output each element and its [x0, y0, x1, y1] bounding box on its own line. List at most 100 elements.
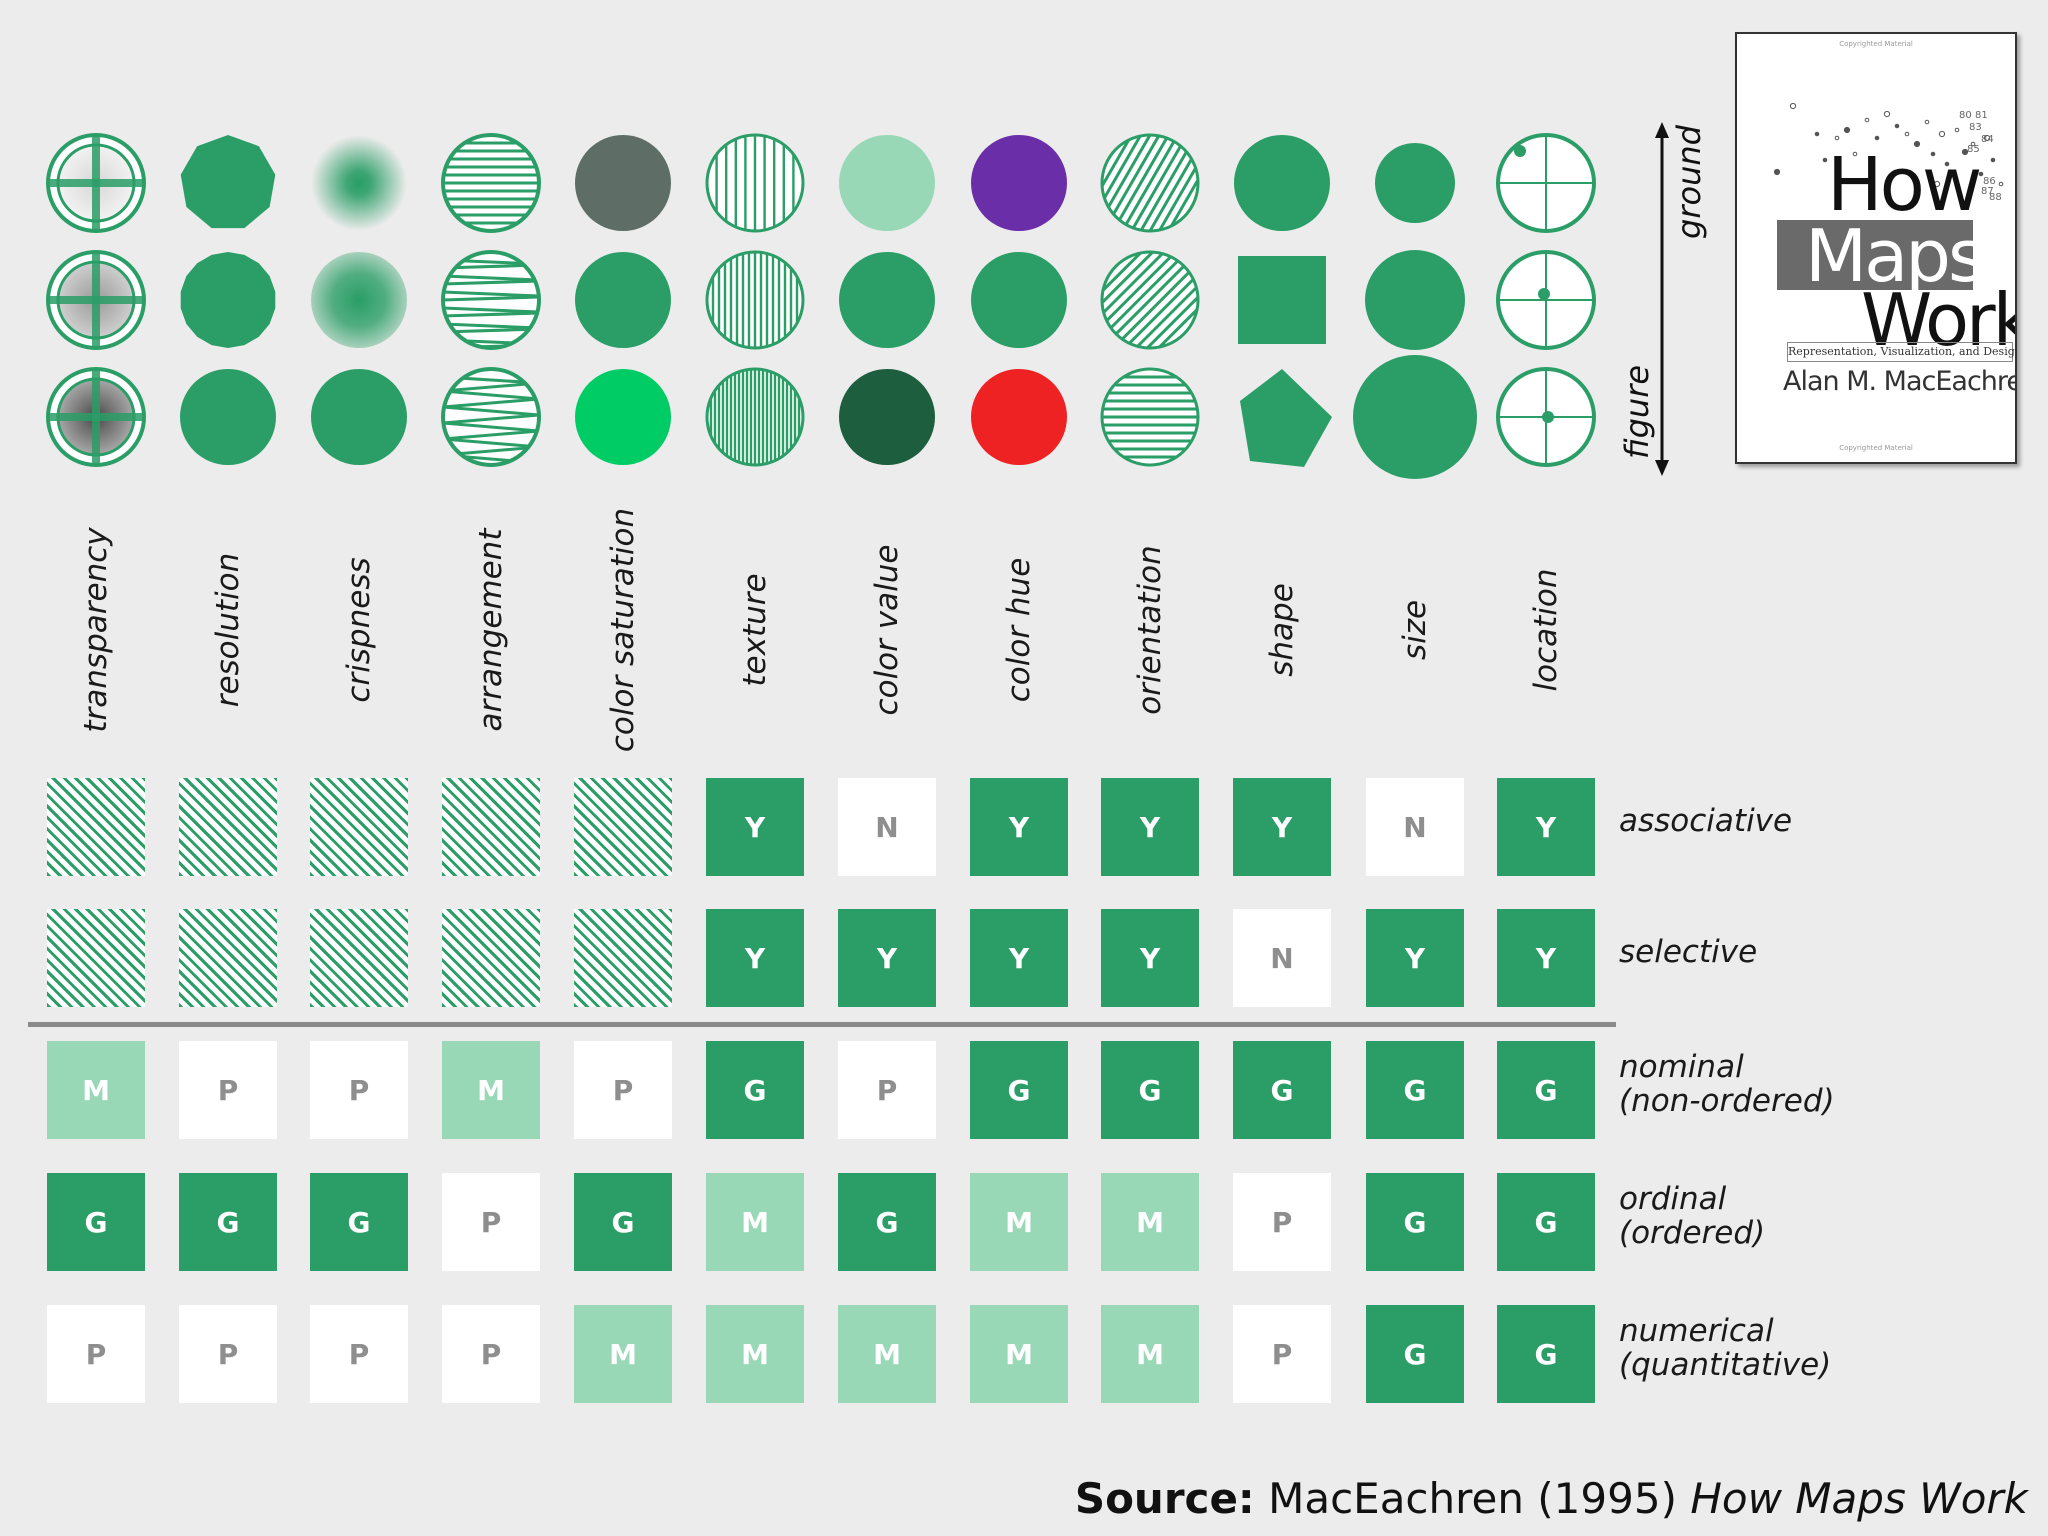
book-scatter-dot: [1834, 135, 1840, 141]
cell-nominal-transparency: M: [47, 1041, 145, 1139]
book-scatter-dot: [1944, 161, 1950, 167]
book-scatter-dot: [1883, 110, 1891, 118]
row-label-associative: associative: [1619, 804, 1792, 838]
book-scatter-dot: [1814, 131, 1820, 137]
symbol-arrangement-2: [441, 250, 541, 350]
variable-label-text: size: [1397, 599, 1433, 661]
book-scatter-dot: [1913, 140, 1921, 148]
book-copyright-bottom: Copyrighted Material: [1839, 444, 1913, 452]
cell-associative-arrangement: [442, 778, 540, 876]
cell-numerical-color_saturation: M: [574, 1305, 672, 1403]
book-scatter-number: 83: [1969, 122, 1982, 133]
cell-selective-size: Y: [1366, 909, 1464, 1007]
book-scatter-number: 80: [1959, 110, 1972, 121]
symbol-transparency-2: [46, 250, 146, 350]
book-scatter-dot: [1843, 126, 1851, 134]
variable-label-text: location: [1528, 568, 1564, 692]
cell-nominal-crispness: P: [310, 1041, 408, 1139]
symbol-texture-1: [705, 133, 805, 233]
cell-ordinal-color_saturation: G: [574, 1173, 672, 1271]
variable-label-text: color value: [869, 544, 905, 716]
book-title-how: How: [1827, 142, 1982, 228]
symbol-resolution-2: [180, 252, 276, 348]
symbol-arrangement-3: [441, 367, 541, 467]
book-copyright-top: Copyrighted Material: [1839, 40, 1913, 48]
book-author: Alan M. MacEachren: [1783, 366, 2017, 397]
row-label-numerical: numerical (quantitative): [1619, 1314, 1831, 1382]
cell-associative-color_value: N: [838, 778, 936, 876]
cell-selective-location: Y: [1497, 909, 1595, 1007]
row-label-line: (non-ordered): [1619, 1083, 1835, 1119]
cell-ordinal-crispness: G: [310, 1173, 408, 1271]
symbol-color_hue-1: [971, 135, 1067, 231]
variable-label-text: color hue: [1001, 557, 1037, 703]
symbol-size-2: [1365, 250, 1465, 350]
cell-ordinal-shape: P: [1233, 1173, 1331, 1271]
cell-ordinal-arrangement: P: [442, 1173, 540, 1271]
row-label-line: numerical: [1619, 1313, 1774, 1349]
cell-associative-location: Y: [1497, 778, 1595, 876]
cell-numerical-arrangement: P: [442, 1305, 540, 1403]
book-scatter-dot: [1978, 171, 1984, 177]
cell-associative-size: N: [1366, 778, 1464, 876]
figure-label: figure: [1618, 365, 1656, 459]
variable-label-text: color saturation: [605, 507, 641, 753]
book-scatter-dot: [1933, 180, 1941, 188]
cell-nominal-color_hue: G: [970, 1041, 1068, 1139]
cell-associative-orientation: Y: [1101, 778, 1199, 876]
cell-selective-texture: Y: [706, 909, 804, 1007]
book-cover: 80 81 83 84 85 86 87 88 Copyrighted Material Ho…: [1735, 32, 2017, 464]
cell-associative-shape: Y: [1233, 778, 1331, 876]
book-scatter-dot: [1852, 151, 1858, 157]
variable-label-text: resolution: [210, 552, 246, 708]
row-label-line: ordinal: [1619, 1181, 1727, 1217]
row-label-line: nominal: [1619, 1049, 1744, 1085]
symbol-orientation-3: [1100, 367, 1200, 467]
cell-nominal-shape: G: [1233, 1041, 1331, 1139]
symbol-resolution-1: [180, 135, 276, 229]
symbol-size-3: [1353, 355, 1477, 479]
book-scatter-number: 81: [1975, 110, 1988, 121]
symbol-shape-1: [1234, 135, 1330, 231]
book-scatter-dot: [1966, 191, 1972, 197]
cell-ordinal-color_hue: M: [970, 1173, 1068, 1271]
cell-nominal-color_saturation: P: [574, 1041, 672, 1139]
symbol-transparency-3: [46, 367, 146, 467]
section-divider: [28, 1022, 1616, 1027]
symbol-crispness-1: [311, 135, 407, 231]
row-label-ordinal: ordinal (ordered): [1619, 1182, 1765, 1250]
cell-ordinal-texture: M: [706, 1173, 804, 1271]
cell-selective-crispness: [310, 909, 408, 1007]
book-scatter-dot: [1970, 141, 1976, 147]
cell-selective-color_value: Y: [838, 909, 936, 1007]
row-label-line: (quantitative): [1619, 1347, 1832, 1383]
symbol-orientation-1: [1100, 133, 1200, 233]
symbol-color_saturation-1: [575, 135, 671, 231]
symbol-color_value-3: [839, 369, 935, 465]
cell-ordinal-orientation: M: [1101, 1173, 1199, 1271]
symbol-texture-3: [705, 367, 805, 467]
cell-nominal-arrangement: M: [442, 1041, 540, 1139]
cell-ordinal-transparency: G: [47, 1173, 145, 1271]
cell-numerical-orientation: M: [1101, 1305, 1199, 1403]
symbol-color_saturation-2: [575, 252, 671, 348]
book-scatter-dot: [1930, 151, 1936, 157]
cell-selective-resolution: [179, 909, 277, 1007]
row-label-line: (ordered): [1619, 1215, 1766, 1251]
book-title-work: Work: [1861, 278, 2017, 362]
variable-label-text: shape: [1264, 583, 1300, 677]
cell-ordinal-resolution: G: [179, 1173, 277, 1271]
visual-variable-symbols: [46, 133, 1596, 479]
variable-label-text: texture: [737, 573, 773, 687]
book-scatter-dot: [1990, 157, 1996, 163]
cell-associative-resolution: [179, 778, 277, 876]
cell-numerical-transparency: P: [47, 1305, 145, 1403]
book-title-band: [1777, 220, 1973, 290]
book-scatter-dot: [1864, 117, 1870, 123]
row-label-nominal: nominal (non-ordered): [1619, 1050, 1835, 1118]
symbol-texture-2: [705, 250, 805, 350]
cell-numerical-color_value: M: [838, 1305, 936, 1403]
symbol-color_value-2: [839, 252, 935, 348]
book-scatter-dot: [1983, 134, 1991, 142]
